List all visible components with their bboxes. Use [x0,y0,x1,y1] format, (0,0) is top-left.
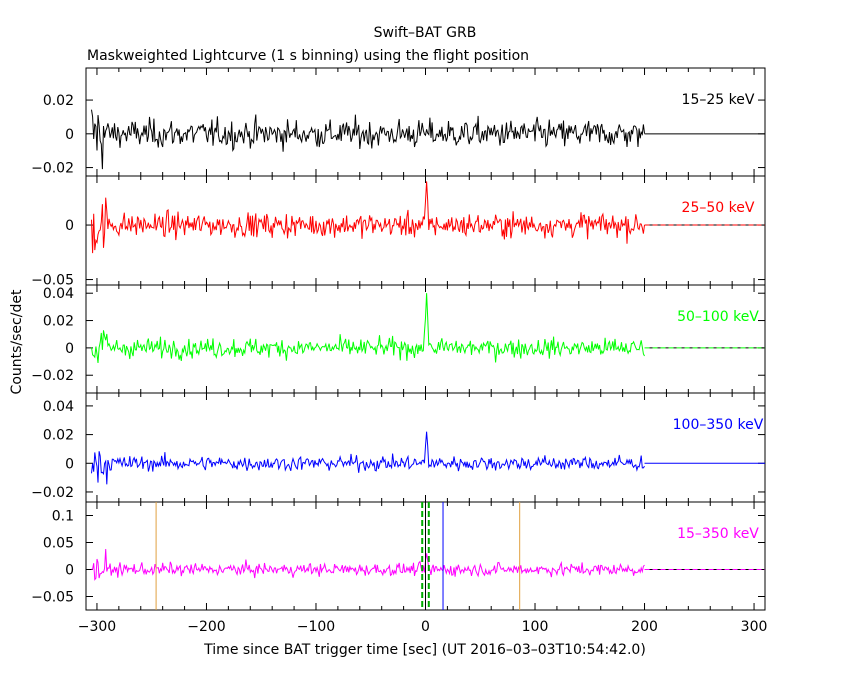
y-tick-label: 0 [65,218,74,234]
panel-3: 0.04 0.02 0 −0.02 100–350 keV [31,392,766,503]
x-tick-label: 300 [741,619,768,635]
panel-2: 0.04 0.02 0 −0.02 50–100 keV [31,284,766,394]
series-line [91,109,645,170]
band-label: 50–100 keV [677,309,759,325]
panel-1: 0 −0.05 25–50 keV [31,175,766,289]
x-tick-label: 200 [631,619,658,635]
band-label: 25–50 keV [682,200,755,216]
y-tick-label: −0.02 [31,368,74,384]
chart-title: Swift–BAT GRB [374,25,477,41]
panel-4: 0.1 0.05 0 −0.05 15–350 keV [31,501,766,611]
series-line [91,293,645,364]
y-tick-label: 0.02 [43,314,74,330]
x-tick-label: 0 [421,619,430,635]
y-tick-label: 0 [65,341,74,357]
y-tick-label: 0.04 [43,399,74,415]
series-line [91,548,645,581]
y-tick-label: 0 [65,127,74,143]
x-tick-label: −100 [297,619,335,635]
band-label: 15–350 keV [677,526,759,542]
y-tick-label: 0 [65,563,74,579]
y-tick-label: −0.05 [31,273,74,289]
panel-frame [85,284,766,394]
series-line [91,181,645,254]
y-tick-label: −0.02 [31,485,74,501]
x-axis-label: Time since BAT trigger time [sec] (UT 20… [203,642,646,658]
y-tick-label: 0 [65,456,74,472]
y-axis-label: Counts/sec/det [9,289,25,394]
y-tick-label: 0.02 [43,428,74,444]
chart-subtitle: Maskweighted Lightcurve (1 s binning) us… [87,48,529,64]
panel-frame [85,67,766,177]
x-tick-label: −200 [187,619,225,635]
series-line [91,431,645,485]
panel-0: 0.02 0 −0.02 15–25 keV [31,67,766,177]
y-tick-label: 0.02 [43,93,74,109]
y-tick-label: 0.04 [43,286,74,302]
y-tick-label: −0.02 [31,161,74,177]
y-tick-label: 0.05 [43,536,74,552]
band-label: 15–25 keV [682,92,755,108]
x-tick-label: 100 [522,619,549,635]
x-tick-label: −300 [78,619,116,635]
y-tick-label: 0.1 [52,509,74,525]
band-label: 100–350 keV [673,417,764,433]
y-tick-label: −0.05 [31,590,74,606]
